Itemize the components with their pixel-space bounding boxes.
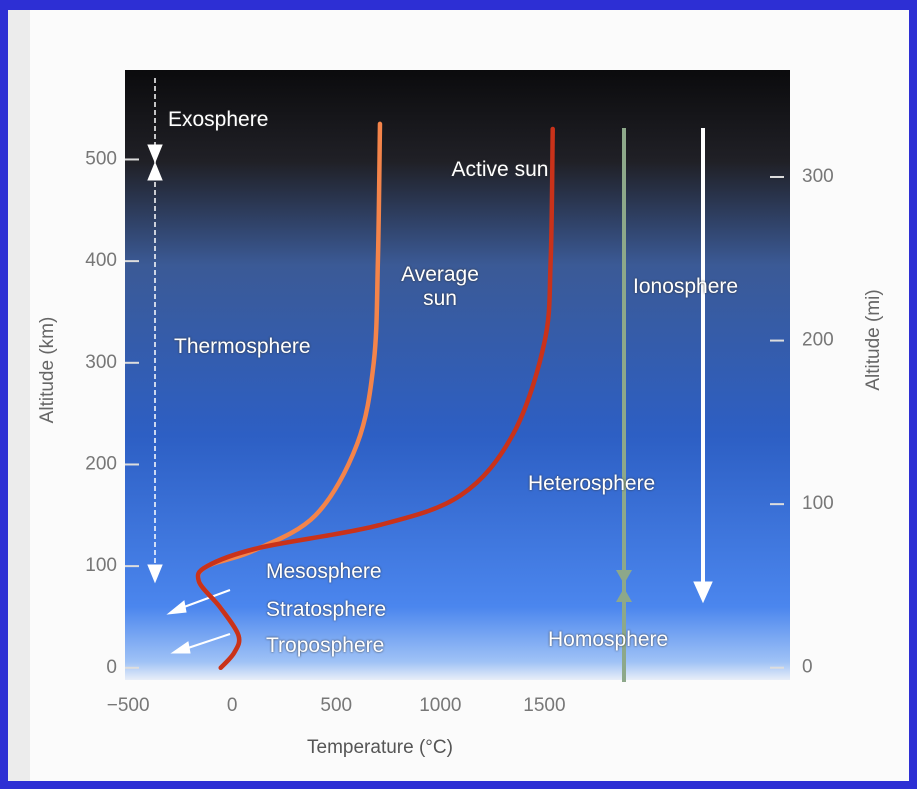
temperature-line <box>195 126 555 671</box>
frame: Temperature (°C) Altitude (km) Altitude … <box>8 10 909 781</box>
layer-label: Mesosphere <box>266 560 382 583</box>
series-label: Active sun <box>451 158 549 181</box>
homosphere-boundary <box>616 128 632 682</box>
y2-tick-label: 300 <box>802 166 834 187</box>
plot-area <box>125 70 790 680</box>
layer-label: Exosphere <box>168 108 269 131</box>
y-tick-label: 100 <box>85 555 117 576</box>
series-label: Average sun <box>401 263 479 310</box>
y2-tick-label: 0 <box>802 657 813 678</box>
x-tick-label: −500 <box>107 695 150 716</box>
layer-label: Heterosphere <box>528 472 656 495</box>
layer-label: Stratosphere <box>266 598 387 621</box>
layer-label: Ionosphere <box>633 275 739 298</box>
x-axis-label: Temperature (°C) <box>307 737 453 758</box>
x-tick-label: 1000 <box>419 695 461 716</box>
y-tick-label: 0 <box>106 657 117 678</box>
layer-label: Thermosphere <box>174 335 311 358</box>
y-tick-label: 300 <box>85 352 117 373</box>
y2-tick-label: 200 <box>802 330 834 351</box>
y2-axis-label: Altitude (mi) <box>863 289 884 390</box>
y-axis-label: Altitude (km) <box>37 317 58 424</box>
chart: Temperature (°C) Altitude (km) Altitude … <box>8 10 884 781</box>
arrows <box>147 78 713 654</box>
y-tick-label: 200 <box>85 453 117 474</box>
y2-tick-label: 100 <box>802 493 834 514</box>
layer-label: Homosphere <box>548 628 669 651</box>
y-tick-label: 400 <box>85 250 117 271</box>
x-tick-label: 500 <box>320 695 352 716</box>
left-edge <box>8 10 30 781</box>
layer-label: Troposphere <box>266 634 385 657</box>
x-tick-label: 1500 <box>523 695 565 716</box>
x-tick-label: 0 <box>227 695 238 716</box>
y-tick-label: 500 <box>85 148 117 169</box>
